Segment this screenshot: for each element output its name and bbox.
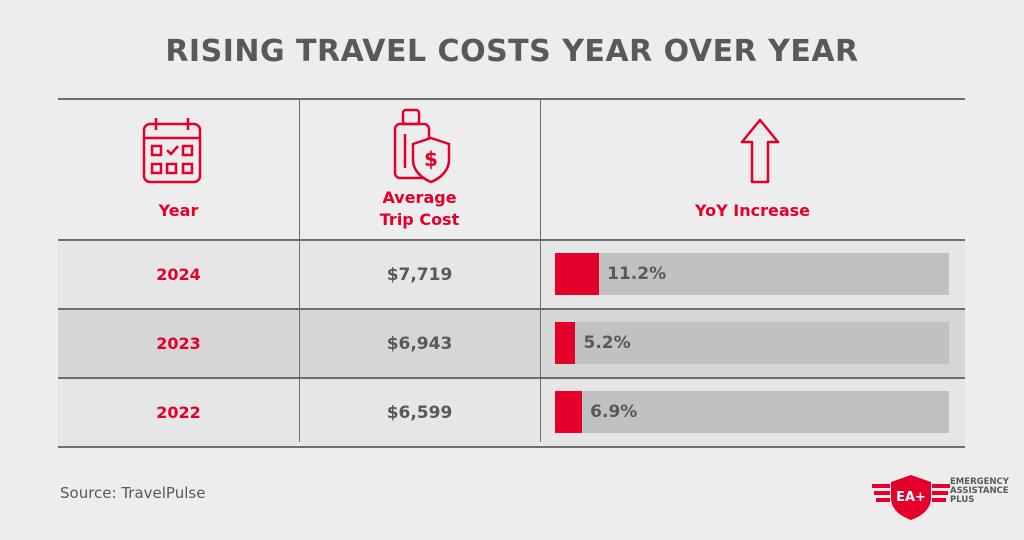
header-cost-line1: Average: [382, 188, 457, 207]
column-divider: [540, 100, 541, 442]
logo-line3: PLUS: [950, 495, 975, 505]
increase-bar-track: 6.9%: [555, 391, 949, 433]
luggage-dollar-shield-icon: $: [393, 108, 451, 184]
increase-bar-fill: [555, 391, 583, 433]
increase-label: 5.2%: [583, 333, 631, 353]
row-divider: [58, 377, 965, 379]
row-divider: [58, 308, 965, 310]
year-cell: 2024: [156, 265, 201, 284]
header-increase: YoY Increase: [694, 200, 810, 220]
increase-bar-track: 11.2%: [555, 253, 949, 295]
calendar-icon: [142, 118, 202, 184]
increase-bar-fill: [555, 322, 576, 364]
header-year: Year: [158, 200, 199, 220]
svg-text:$: $: [424, 147, 438, 171]
column-divider: [299, 100, 300, 442]
logo-text: EMERGENCY ASSISTANCE PLUS: [950, 478, 1020, 505]
emergency-assistance-plus-logo: EA+: [872, 475, 950, 520]
logo-line2: ASSISTANCE: [950, 486, 1009, 496]
increase-bar-fill: [555, 253, 600, 295]
page-title: RISING TRAVEL COSTS YEAR OVER YEAR: [165, 34, 859, 69]
header-cost-line2: Trip Cost: [379, 210, 460, 229]
logo-mark: EA+: [896, 490, 926, 505]
source-note: Source: TravelPulse: [60, 484, 206, 502]
logo-line1: EMERGENCY: [950, 477, 1009, 487]
header-divider: [58, 239, 965, 241]
header-cost: Average Trip Cost: [299, 184, 540, 234]
increase-label: 11.2%: [607, 264, 667, 284]
increase-bar-track: 5.2%: [555, 322, 949, 364]
increase-label: 6.9%: [590, 402, 638, 422]
cost-cell: $6,599: [386, 402, 453, 423]
cost-cell: $6,943: [386, 333, 453, 354]
arrow-up-icon: [740, 118, 780, 184]
year-cell: 2023: [156, 334, 201, 353]
table-bottom-border: [58, 446, 965, 448]
cost-cell: $7,719: [386, 264, 453, 285]
year-cell: 2022: [156, 403, 201, 422]
table-top-border: [58, 98, 965, 100]
